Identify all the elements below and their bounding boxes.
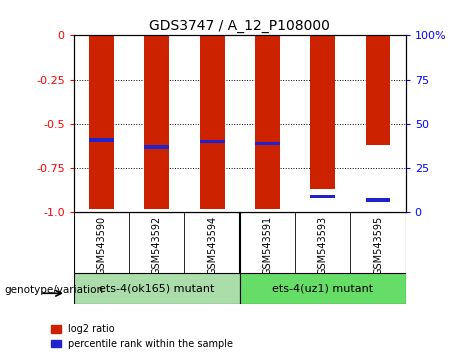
Bar xyxy=(255,35,280,209)
Text: ets-4(uz1) mutant: ets-4(uz1) mutant xyxy=(272,284,373,293)
Bar xyxy=(89,35,114,209)
Bar xyxy=(89,138,114,142)
Bar xyxy=(255,142,280,145)
Bar xyxy=(366,198,390,202)
Text: GSM543590: GSM543590 xyxy=(96,215,106,275)
Bar xyxy=(310,195,335,198)
Bar xyxy=(366,35,390,145)
Text: GSM543592: GSM543592 xyxy=(152,215,162,275)
Bar xyxy=(144,145,169,149)
Text: GSM543594: GSM543594 xyxy=(207,215,217,275)
Title: GDS3747 / A_12_P108000: GDS3747 / A_12_P108000 xyxy=(149,19,330,33)
Bar xyxy=(74,273,240,304)
Bar xyxy=(200,35,225,209)
Legend: log2 ratio, percentile rank within the sample: log2 ratio, percentile rank within the s… xyxy=(51,324,233,349)
Text: GSM543593: GSM543593 xyxy=(318,215,328,275)
Bar xyxy=(240,273,406,304)
Bar xyxy=(310,35,335,189)
Text: ets-4(ok165) mutant: ets-4(ok165) mutant xyxy=(99,284,214,293)
Text: genotype/variation: genotype/variation xyxy=(5,285,104,295)
Bar xyxy=(144,35,169,209)
Text: GSM543591: GSM543591 xyxy=(262,215,272,275)
Text: GSM543595: GSM543595 xyxy=(373,215,383,275)
Bar xyxy=(200,140,225,143)
